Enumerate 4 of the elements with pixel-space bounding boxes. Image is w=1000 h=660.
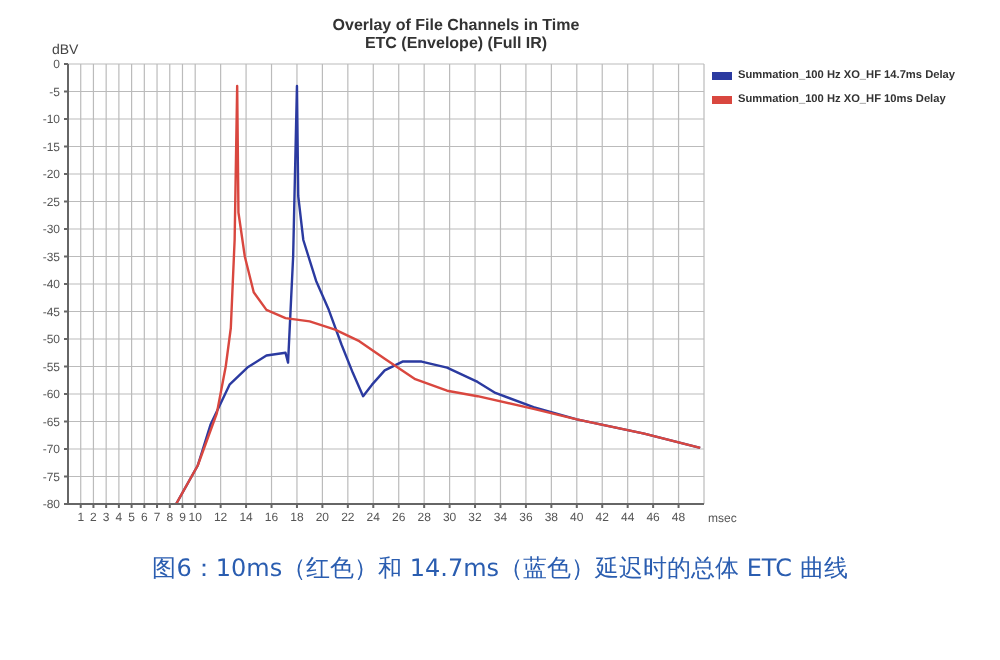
line-series bbox=[174, 84, 702, 504]
chart-subtitle: ETC (Envelope) (Full IR) bbox=[362, 34, 550, 52]
chart-title: Overlay of File Channels in Time bbox=[330, 16, 582, 34]
caption: 图6：10ms（红色）和 14.7ms（蓝色）延迟时的总体 ETC 曲线 bbox=[150, 552, 850, 586]
